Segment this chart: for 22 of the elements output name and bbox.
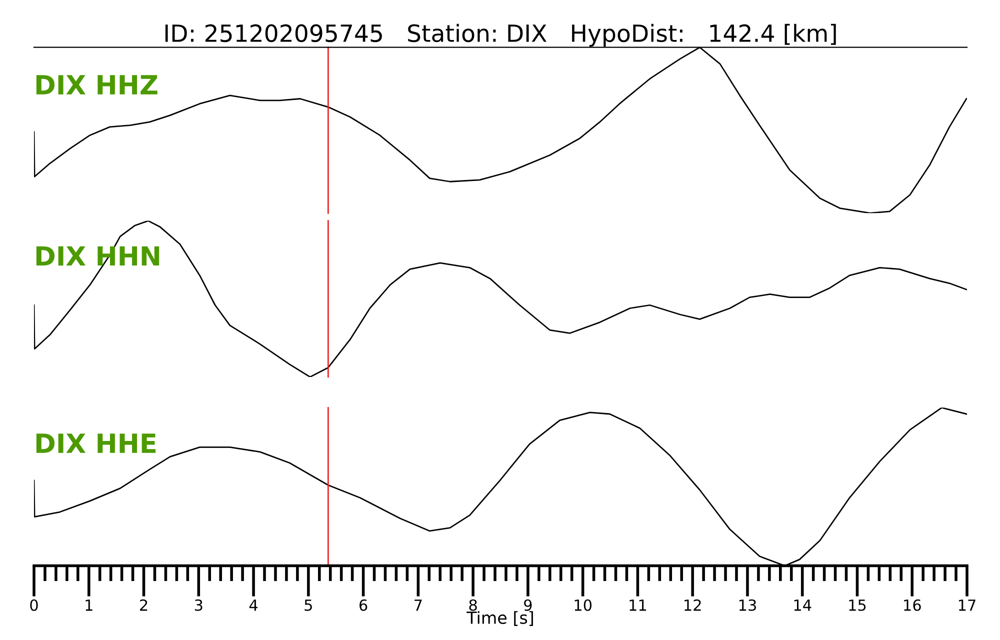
x-tick-label: 1 [86, 600, 92, 611]
x-tick-label: 4 [249, 600, 258, 611]
x-tick-label: 15 [849, 600, 866, 611]
x-tick-label: 2 [140, 599, 148, 611]
x-tick-label: 6 [360, 599, 368, 611]
x-tick-label: 3 [194, 599, 202, 611]
x-tick-label: 9 [524, 599, 532, 611]
x-tick-label: 16 [904, 599, 921, 611]
x-tick-label: 13 [739, 599, 756, 611]
x-tick-label: 5 [304, 600, 312, 611]
x-axis-title: Time [s] [466, 611, 533, 626]
x-tick-label: 11 [630, 600, 646, 611]
chart-title: ID: 251202095745 Station: DIX HypoDist: 142.4 [km] [165, 24, 836, 47]
x-tick-label: 7 [414, 600, 422, 611]
x-tick-label: 8 [469, 599, 477, 611]
annotation: DIX HHE [36, 434, 156, 453]
x-tick-label: 14 [794, 600, 812, 611]
x-tick-label: 12 [684, 599, 701, 611]
x-tick-label: 10 [574, 599, 592, 611]
annotation: DIX HHZ [36, 75, 158, 94]
x-tick-label: 17 [958, 600, 976, 611]
x-tick-label: 0 [30, 599, 38, 611]
